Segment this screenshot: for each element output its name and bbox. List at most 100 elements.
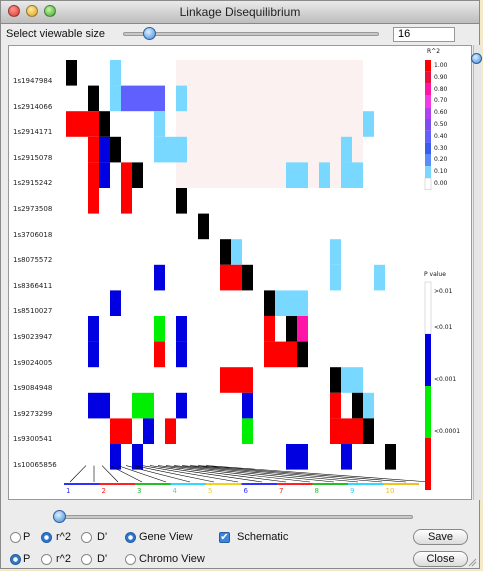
heatmap-cell	[264, 341, 275, 368]
snp-label: 1s9084948	[13, 384, 53, 393]
chromosome-label: 6	[243, 487, 248, 495]
heatmap-cell	[176, 85, 187, 112]
heatmap-cell	[121, 162, 132, 188]
r2-legend-swatch	[425, 83, 431, 96]
snp-position-line	[181, 465, 359, 483]
snp-position-line	[117, 465, 167, 483]
r2-legend-swatch	[425, 60, 431, 72]
viewable-size-slider-knob[interactable]	[142, 27, 156, 40]
heatmap-cell	[264, 290, 275, 316]
resize-grip-icon[interactable]	[467, 557, 477, 567]
zoom-slider-knob[interactable]	[53, 510, 66, 523]
heatmap-cell	[154, 136, 165, 163]
close-button[interactable]: Close	[413, 551, 468, 567]
chromosome-bar-segment	[135, 483, 171, 485]
ld-plot-panel: 1s1947984 1s2914066 1s2914171 1s2915078 1s29…	[8, 45, 472, 500]
snp-label: 1s8366411	[13, 281, 53, 290]
heatmap-cell	[242, 418, 253, 444]
title-bar: Linkage Disequilibrium	[1, 1, 479, 24]
heatmap-cell	[363, 111, 374, 137]
heatmap-cell	[110, 136, 121, 163]
p-legend-swatch	[425, 386, 431, 438]
vertical-scroll-knob[interactable]	[471, 53, 482, 64]
heatmap-cell	[176, 392, 187, 419]
heatmap-cell	[231, 264, 242, 291]
snp-position-line	[173, 465, 335, 483]
zoom-slider[interactable]	[53, 515, 413, 519]
heatmap-cell	[121, 418, 132, 444]
heatmap-cell	[143, 85, 154, 112]
heatmap-cell	[154, 111, 165, 137]
snp-position-line	[109, 465, 143, 483]
chromosome-label: 4	[172, 487, 177, 495]
heatmap-cell	[132, 85, 143, 112]
snp-position-line	[101, 465, 119, 483]
heatmap-cell	[99, 136, 110, 163]
heatmap-cell	[132, 162, 143, 188]
p-legend-swatch	[424, 281, 432, 335]
heatmap-cell	[99, 392, 110, 419]
chromosome-bar-segment	[277, 483, 313, 485]
heatmap-cell	[231, 367, 242, 393]
heatmap-cell	[110, 418, 121, 444]
heatmap-cell	[297, 316, 308, 342]
heatmap-cell	[88, 392, 99, 419]
snp-label: 1s9300541	[13, 435, 53, 444]
window-title: Linkage Disequilibrium	[179, 5, 301, 19]
snp-label: 1s8510027	[13, 307, 53, 316]
heatmap-cell	[88, 136, 99, 163]
chromosome-bar-segment	[312, 483, 348, 485]
p-legend-label: <0.001	[434, 376, 457, 383]
row2-option-label: Chromo View	[139, 553, 205, 565]
snp-label: 1s2915242	[13, 179, 53, 188]
heatmap-cell	[374, 264, 385, 291]
r2-legend-label: 0.40	[434, 132, 448, 140]
heatmap-cell	[297, 162, 308, 188]
row2-radio-3[interactable]	[125, 554, 136, 565]
r2-legend-label: 0.90	[434, 73, 448, 81]
close-window-icon[interactable]	[8, 5, 20, 17]
snp-label: 1s2915078	[13, 153, 53, 162]
heatmap-cell	[88, 188, 99, 214]
heatmap-cell	[66, 60, 77, 86]
row2-radio-1[interactable]	[41, 554, 52, 565]
row1-option-label: P	[23, 531, 31, 543]
chromosome-label: 9	[350, 487, 355, 495]
row2-option-label: D'	[97, 553, 108, 565]
schematic-checkbox[interactable]: ✔	[219, 532, 230, 543]
snp-label: 1s1947984	[13, 77, 53, 85]
zoom-window-icon[interactable]	[44, 5, 56, 17]
row1-radio-2[interactable]	[81, 532, 92, 543]
save-button[interactable]: Save	[413, 529, 468, 545]
heatmap-cell	[110, 85, 121, 112]
viewable-size-input[interactable]: 16	[393, 27, 455, 42]
row2-radio-0[interactable]	[10, 554, 21, 565]
row1-radio-0[interactable]	[10, 532, 21, 543]
heatmap-cell	[330, 392, 341, 419]
snp-label: 1s2914066	[13, 102, 53, 111]
heatmap-cell	[220, 367, 231, 393]
heatmap-cell	[352, 162, 363, 188]
row1-radio-1[interactable]	[41, 532, 52, 543]
vertical-scrollbar[interactable]	[471, 45, 482, 500]
minimize-window-icon[interactable]	[26, 5, 38, 17]
viewable-size-slider[interactable]	[123, 32, 379, 36]
heatmap-cell	[242, 264, 253, 291]
chromosome-bar-segment	[64, 483, 100, 485]
row2-option-label: r^2	[56, 553, 71, 565]
row2-radio-2[interactable]	[81, 554, 92, 565]
snp-position-line	[189, 465, 383, 483]
p-legend-label: >0.01	[434, 288, 453, 295]
p-legend-swatch	[425, 334, 431, 386]
chromosome-bar-segment	[206, 483, 242, 485]
heatmap-cell	[143, 418, 154, 444]
r2-legend-swatch	[425, 95, 431, 108]
r2-legend-label: 0.10	[434, 168, 448, 176]
row1-radio-3[interactable]	[125, 532, 136, 543]
r2-legend-label: 0.20	[434, 156, 448, 164]
heatmap-cell	[121, 188, 132, 214]
chromosome-label: 5	[208, 487, 213, 495]
viewable-size-label: Select viewable size	[6, 28, 106, 40]
snp-position-line	[157, 465, 287, 483]
